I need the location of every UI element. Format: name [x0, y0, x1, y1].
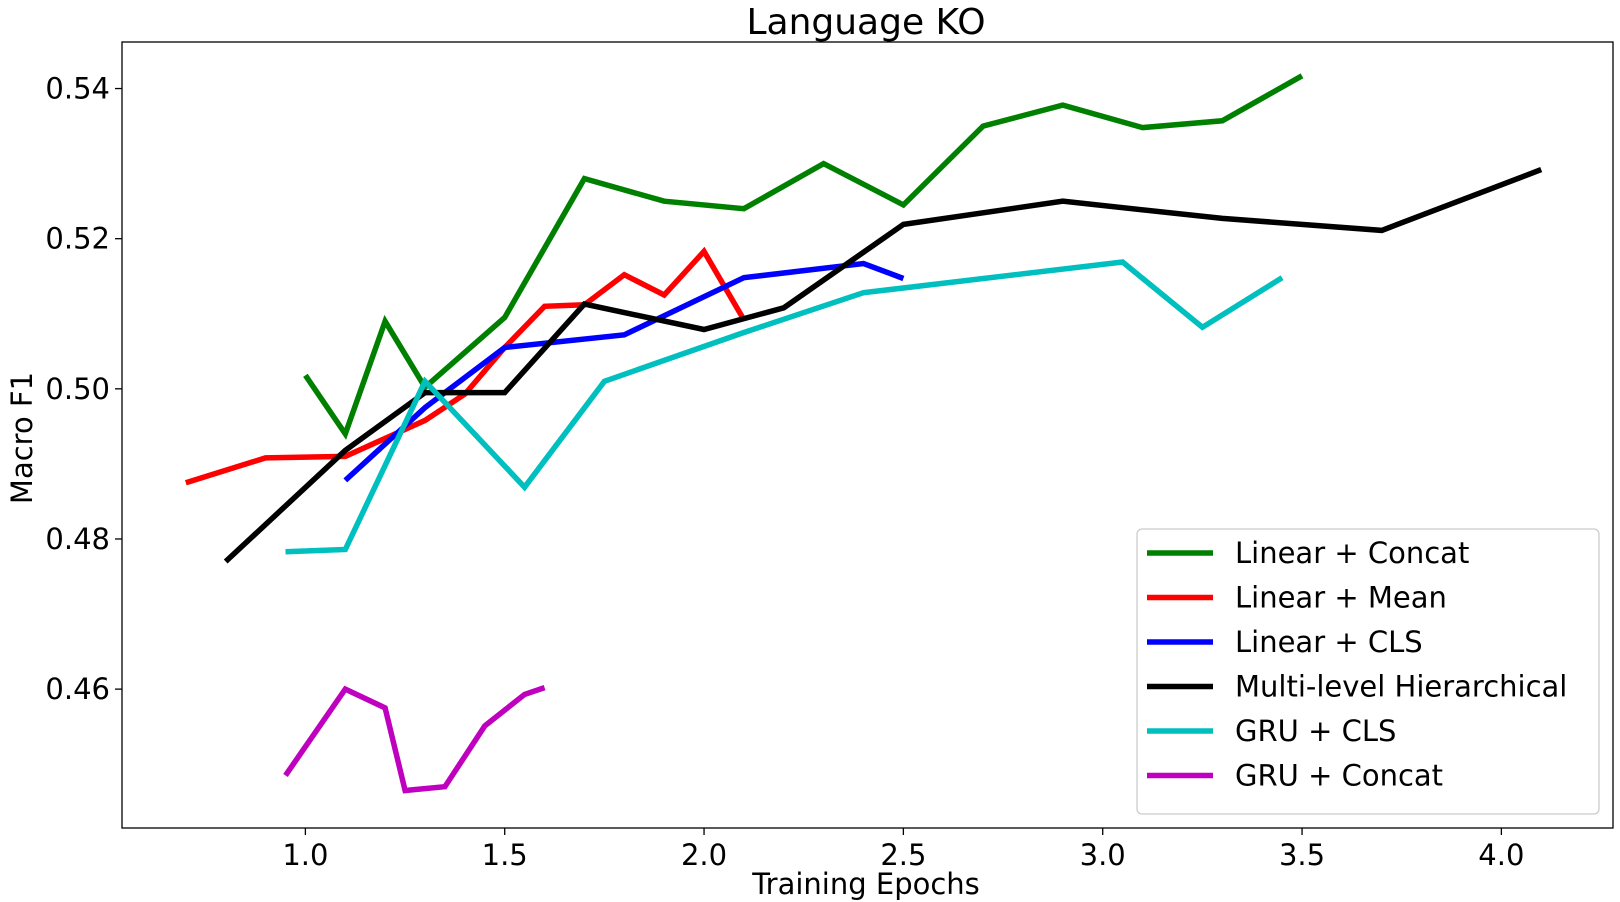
- y-tick-label: 0.48: [45, 522, 110, 556]
- y-axis: 0.46 0.48 0.50 0.52 0.54: [45, 72, 122, 706]
- y-tick-label: 0.52: [45, 222, 110, 256]
- y-tick-label: 0.46: [45, 672, 110, 706]
- y-axis-label: Macro F1: [5, 372, 39, 504]
- x-tick-label: 2.0: [681, 838, 727, 872]
- x-tick-label: 3.5: [1279, 838, 1325, 872]
- x-tick-label: 1.0: [282, 838, 328, 872]
- plot-frame: [121, 41, 1614, 829]
- x-axis: 1.0 1.5 2.0 2.5 3.0 3.5 4.0: [282, 828, 1524, 872]
- legend-box: [1136, 528, 1600, 815]
- legend-label: Linear + CLS: [1235, 625, 1423, 659]
- series-line-1: [184, 246, 747, 486]
- chart-title: Language KO: [746, 2, 985, 43]
- series-layer: [184, 73, 1543, 794]
- series-line-4: [285, 259, 1284, 555]
- series-line-0: [303, 73, 1304, 440]
- legend: Linear + Concat Linear + Mean Linear + CLS…: [1136, 528, 1600, 815]
- legend-label: Multi-level Hierarchical: [1235, 670, 1567, 704]
- legend-label: Linear + Concat: [1235, 536, 1469, 570]
- x-tick-label: 2.5: [880, 838, 926, 872]
- legend-label: GRU + CLS: [1235, 714, 1396, 748]
- x-tick-label: 1.5: [482, 838, 528, 872]
- legend-label: Linear + Mean: [1235, 581, 1447, 615]
- y-tick-label: 0.54: [45, 72, 110, 106]
- series-line-3: [223, 167, 1543, 564]
- y-tick-label: 0.50: [45, 372, 110, 406]
- x-tick-label: 4.0: [1478, 838, 1524, 872]
- x-axis-label: Training Epochs: [751, 867, 980, 901]
- legend-label: GRU + Concat: [1235, 759, 1443, 793]
- series-line-2: [343, 260, 905, 483]
- x-tick-label: 3.0: [1080, 838, 1126, 872]
- series-line-5: [283, 684, 546, 794]
